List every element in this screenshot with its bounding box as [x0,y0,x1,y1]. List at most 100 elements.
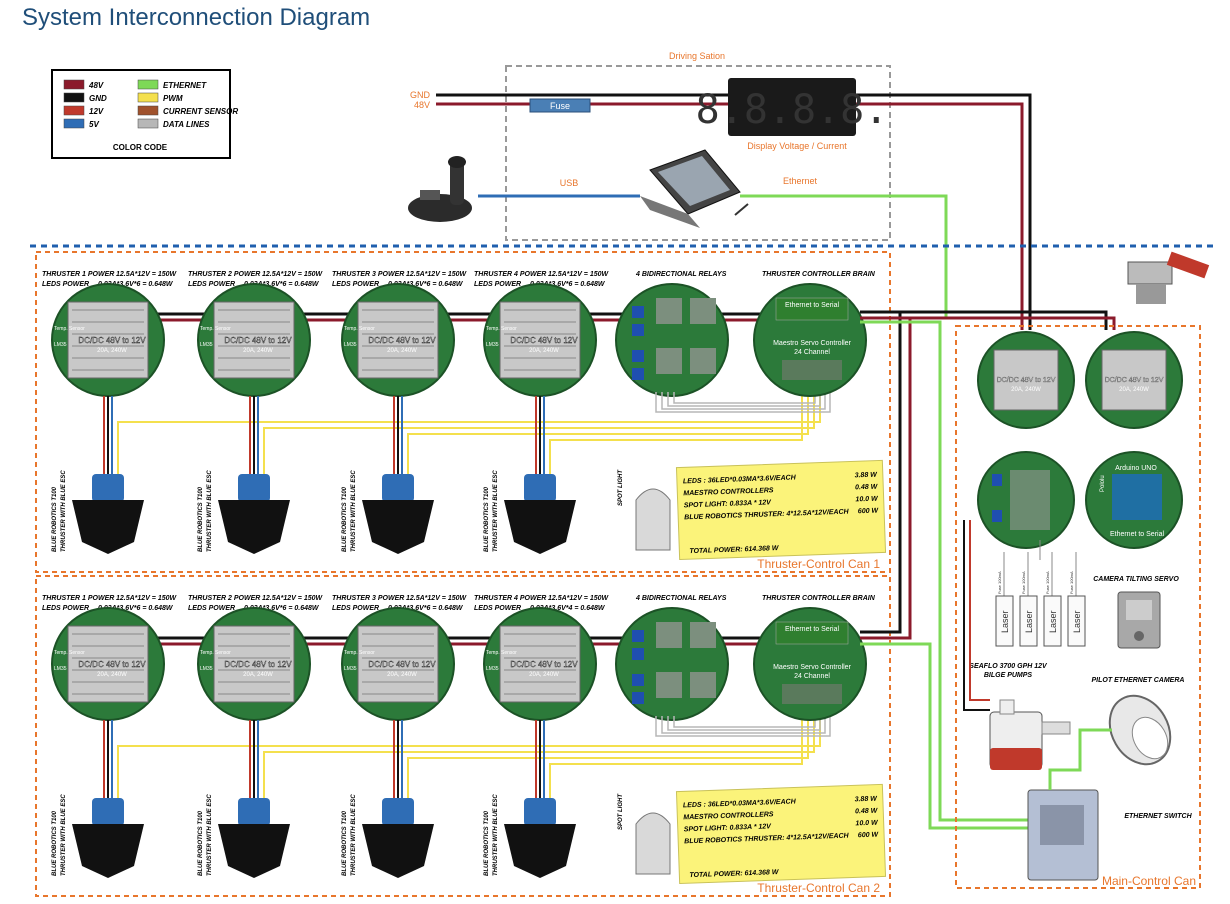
laser-array: Fuse 100mA Laser Fuse 100mA Laser Fuse 100mA… [995,552,1086,647]
brain-label: THRUSTER CONTROLLER BRAIN [762,271,876,278]
thruster-icon [504,500,576,554]
eth-serial-label: Ethernet to Serial [785,626,840,633]
ethernet-camera-icon [1108,694,1172,766]
arduino-label: Arduino UNO [1115,465,1157,472]
note-line: SPOT LIGHT: 0.833A * 12V [684,823,773,833]
laser-module [995,595,1014,647]
thruster-name: BLUE ROBOTICS T100 [52,486,58,552]
dcdc-label: DC/DC 48V to 12V [368,336,436,345]
lm35-label: LM35 [486,342,499,348]
relays-label: 4 BIDIRECTIONAL RELAYS [635,271,727,278]
channels-label: 24 Channel [794,673,830,680]
thruster-name: BLUE ROBOTICS T100 [198,486,204,552]
leds-power-label: LEDS POWER [42,281,89,288]
note-line: LEDS : 36LED*0.03MA*3.6V/EACH [683,474,797,485]
thruster-icon [218,824,290,878]
laser-module [1067,595,1086,647]
laser-label: Laser [1024,610,1034,633]
svg-text:DC/DC 48V to 12V: DC/DC 48V to 12V [997,377,1056,384]
can-title: Thruster-Control Can 1 [757,557,880,571]
legend-swatch [63,105,85,116]
pump-label-1: SEAFLO 3700 GPH 12V [969,663,1048,670]
thruster-esc: THRUSTER WITH BLUE ESC [61,794,67,876]
leds-power-value: 0.03A*3.6V*6 = 0.648W [530,281,606,288]
thruster-name: BLUE ROBOTICS T100 [484,486,490,552]
maestro-label: Maestro Servo Controller [773,664,851,671]
heatsink [67,625,149,703]
temp-sensor-label: Temp. Sensor [486,650,517,656]
note-total: TOTAL POWER: 614.368 W [689,869,780,879]
lm35-label: LM35 [344,342,357,348]
relay [632,306,644,318]
relay [632,674,644,686]
thruster-icon [72,824,144,878]
dcdc-rating: 20A, 240W [97,672,127,678]
dcdc-rating: 20A, 240W [243,672,273,678]
thruster-icon [504,824,576,878]
laser-module [1043,595,1062,647]
fuse-label: Fuse 100mA [1045,571,1050,594]
dcdc-rating: 20A, 240W [243,348,273,354]
thruster-name: BLUE ROBOTICS T100 [342,810,348,876]
temp-sensor-label: Temp. Sensor [54,326,85,332]
thruster-icon [362,824,434,878]
thruster-esc: THRUSTER WITH BLUE ESC [493,794,499,876]
switch-label: ETHERNET SWITCH [1124,813,1192,820]
note-total: TOTAL POWER: 614.368 W [689,545,780,555]
dcdc-rating: 20A, 240W [97,348,127,354]
thruster-name: BLUE ROBOTICS T100 [484,810,490,876]
laser-label: Laser [1000,610,1010,633]
dcdc-label: DC/DC 48V to 12V [510,660,578,669]
note-line: MAESTRO CONTROLLERS [683,811,774,821]
note-value: 10.0 W [855,496,879,504]
note-value: 600 W [858,832,880,840]
leds-power-value: 0.03A*3.6V*6 = 0.648W [388,605,464,612]
dcdc-rating: 20A, 240W [529,348,559,354]
leds-power-label: LEDS POWER [42,605,89,612]
laptop-icon [640,149,749,228]
thruster-power-label: THRUSTER 3 POWER [332,595,404,602]
thruster-motor [92,798,124,826]
servo-label: CAMERA TILTING SERVO [1093,576,1179,583]
arduino-board: Arduino UNO Pololu Ethernet to Serial [1085,451,1183,549]
main-eth-serial-label: Ethernet to Serial [1110,531,1165,538]
legend-swatch [137,118,159,129]
leds-power-label: LEDS POWER [188,281,235,288]
note-line: SPOT LIGHT: 0.833A * 12V [684,499,773,509]
thruster-power-label: THRUSTER 4 POWER [474,595,546,602]
svg-text:20A, 240W: 20A, 240W [1119,387,1149,393]
thruster-icon [218,500,290,554]
thruster-power-value: 12.5A*12V = 150W [406,271,468,278]
legend-label: 12V [89,107,104,116]
usb-label: USB [560,178,579,188]
fuse-label: Fuse [550,101,570,111]
leds-power-value: 0.03A*3.6V*6 = 0.648W [388,281,464,288]
heatsink [499,301,581,379]
lm35-label: LM35 [54,666,67,672]
legend-swatch [63,118,85,129]
main-control-can: Main-Control Can DC/DC 48V to 12V 20A, 2… [955,251,1210,889]
note-value: 3.88 W [855,472,879,480]
color-legend: 48V GND 12V 5V ETHERNET PWM CURRENT SENSOR DATA… [51,69,238,159]
leds-power-label: LEDS POWER [332,281,379,288]
thruster-icon [362,500,434,554]
svg-text:DC/DC 48V to 12V: DC/DC 48V to 12V [1105,377,1164,384]
driving-station-label: Driving Sation [669,51,725,61]
spot-light-label: SPOT LIGHT [618,793,624,830]
thruster-power-label: THRUSTER 2 POWER [188,595,260,602]
thruster-power-value: 12.5A*12V = 150W [116,271,178,278]
thruster-power-value: 12.5A*12V = 150W [262,595,324,602]
dcdc-label: DC/DC 48V to 12V [368,660,436,669]
main-dcdc-board-2: DC/DC 48V to 12V 20A, 240W [1085,331,1183,429]
servo-mechanism-icon [1127,251,1210,304]
laser-label: Laser [1048,610,1058,633]
relay [632,368,644,380]
legend-label: 5V [89,120,99,129]
legend-label: GND [89,94,107,103]
heatsink [499,625,581,703]
driving-station: Driving Sation GND 48V Fuse 8.8.8.8. Dis… [408,51,1032,330]
servo-icon [1117,591,1161,649]
svg-text:20A, 240W: 20A, 240W [1011,387,1041,393]
camera-label: PILOT ETHERNET CAMERA [1092,677,1185,684]
